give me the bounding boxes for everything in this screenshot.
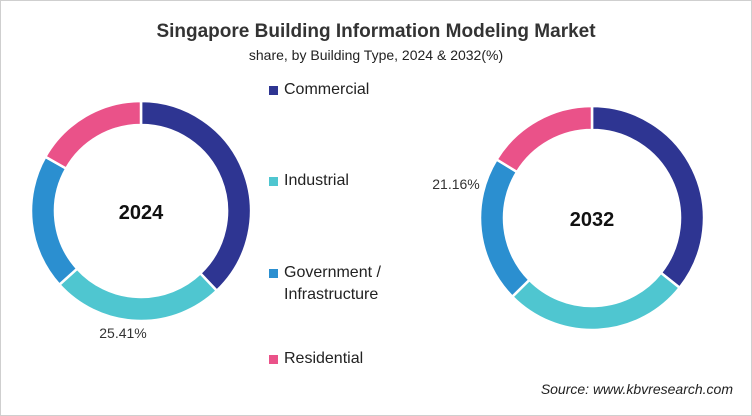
legend-swatch — [269, 177, 278, 186]
donut-center-label: 2024 — [119, 202, 164, 224]
donut-slice-commercial — [590, 104, 706, 290]
donut-slice-industrial — [510, 271, 682, 332]
donut-slice-government — [29, 155, 79, 287]
donut-slice-government — [478, 157, 532, 299]
legend-item-government: Government / Infrastructure — [269, 262, 389, 306]
legend-label: Industrial — [284, 172, 349, 189]
legend-swatch — [269, 86, 278, 95]
donut-slice-commercial — [139, 99, 253, 293]
legend-item-commercial: Commercial — [269, 79, 369, 101]
donut-slice-residential — [43, 99, 143, 171]
chart-subtitle: share, by Building Type, 2024 & 2032(%) — [248, 47, 504, 63]
donut-slice-industrial — [57, 266, 219, 323]
legend-swatch — [269, 355, 278, 364]
legend-item-industrial: Industrial — [269, 170, 349, 192]
legend-label: Government / Infrastructure — [284, 264, 381, 303]
data-label: 21.16% — [432, 176, 479, 192]
legend-item-residential: Residential — [269, 348, 363, 370]
legend-label: Residential — [284, 350, 364, 367]
chart-title: Singapore Building Information Modeling … — [156, 21, 596, 42]
data-label: 25.41% — [99, 325, 146, 341]
donut-slice-residential — [494, 104, 594, 174]
source-note: Source: www.kbvresearch.com — [540, 381, 733, 397]
legend-swatch — [269, 269, 278, 278]
donut-center-label: 2032 — [570, 209, 615, 231]
legend-label: Commercial — [284, 81, 370, 98]
